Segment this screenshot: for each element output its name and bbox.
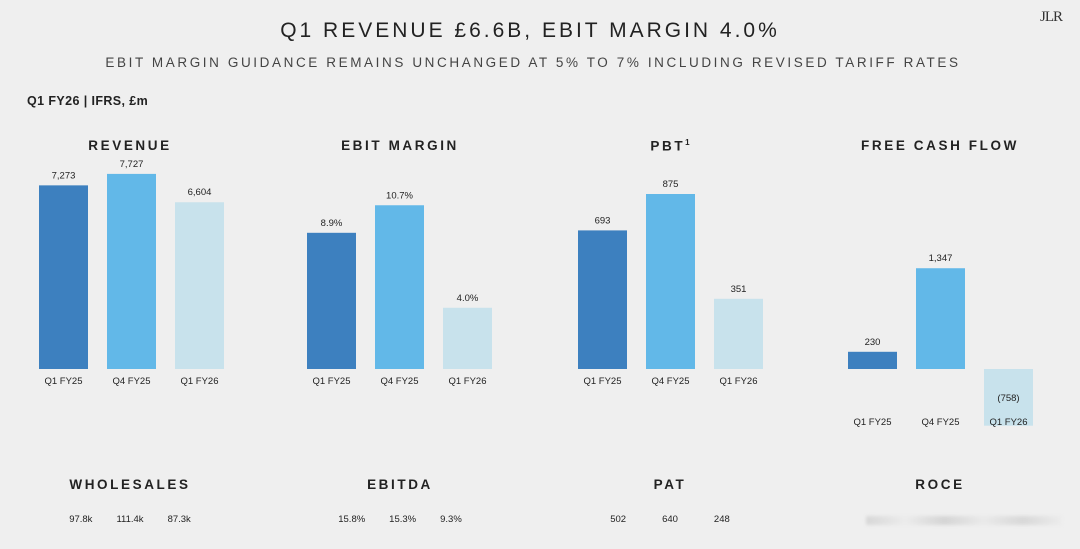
ebitda-values: 15.8% 15.3% 9.3% [300, 514, 500, 525]
revenue-data-label-q4-fy25: 7,727 [120, 159, 144, 170]
pbt-bar-q1-fy25 [578, 230, 627, 369]
pat-title: PAT [653, 477, 687, 492]
wholesales-title: WHOLESALES [69, 477, 191, 492]
free-cash-flow-category-label-q1-fy25: Q1 FY25 [853, 417, 891, 428]
ebit-margin-bar-q4-fy25 [375, 205, 424, 369]
ebit-margin-category-label-q1-fy26: Q1 FY26 [448, 376, 486, 387]
units-label: Q1 FY26 | IFRS, £m [27, 94, 149, 108]
pat-q1-fy26: 248 [713, 514, 730, 525]
free-cash-flow-bar-q1-fy25 [848, 351, 897, 369]
pbt-category-label-q1-fy25: Q1 FY25 [583, 376, 621, 387]
pbt-category-label-q1-fy26: Q1 FY26 [719, 376, 757, 387]
pbt-data-label-q1-fy25: 693 [595, 215, 611, 226]
free-cash-flow-bar-q1-fy26 [984, 369, 1033, 426]
revenue-category-label-q1-fy25: Q1 FY25 [44, 376, 82, 387]
wholesales-q4-fy25: 111.4k [116, 514, 144, 525]
ebitda-q1-fy25: 15.8% [338, 514, 366, 525]
pat-q4-fy25: 640 [662, 514, 678, 525]
pbt-bar-q4-fy25 [646, 194, 695, 369]
wholesales-q1-fy26: 87.3k [167, 514, 191, 525]
pat-q1-fy25: 502 [610, 514, 627, 525]
revenue-data-label-q1-fy26: 6,604 [188, 187, 212, 198]
ebit-margin-data-label-q4-fy25: 10.7% [386, 190, 413, 201]
pbt-data-label-q4-fy25: 875 [663, 179, 679, 190]
roce-title: ROCE [915, 477, 965, 492]
free-cash-flow-data-label-q1-fy26: (758) [997, 393, 1019, 404]
revenue-category-label-q1-fy26: Q1 FY26 [180, 376, 218, 387]
revenue-bar-q1-fy25 [39, 185, 88, 369]
revenue-bar-q1-fy26 [175, 202, 224, 369]
ebit-margin-data-label-q1-fy25: 8.9% [321, 218, 343, 229]
roce-values-obscured [866, 516, 1062, 525]
pbt-data-label-q1-fy26: 351 [731, 284, 747, 295]
pbt-bar-q1-fy26 [714, 298, 763, 369]
revenue-data-label-q1-fy25: 7,273 [52, 170, 76, 181]
ebitda-q4-fy25: 15.3% [389, 514, 417, 525]
free-cash-flow-category-label-q4-fy25: Q4 FY25 [921, 417, 959, 428]
wholesales-values: 97.8k 111.4k 87.3k [30, 514, 230, 525]
ebit-margin-category-label-q1-fy25: Q1 FY25 [312, 376, 350, 387]
free-cash-flow-chart-title: FREE CASH FLOW [861, 138, 1019, 153]
ebit-margin-data-label-q1-fy26: 4.0% [457, 293, 479, 304]
ebitda-title: EBITDA [367, 477, 433, 492]
free-cash-flow-bar-q4-fy25 [916, 268, 965, 369]
revenue-category-label-q4-fy25: Q4 FY25 [112, 376, 150, 387]
jlr-logo: JLR [1039, 9, 1063, 25]
ebit-margin-category-label-q4-fy25: Q4 FY25 [380, 376, 418, 387]
ebit-margin-bar-q1-fy25 [307, 232, 356, 369]
wholesales-q1-fy25: 97.8k [69, 514, 93, 525]
ebitda-q1-fy26: 9.3% [440, 514, 462, 525]
revenue-bar-q4-fy25 [107, 173, 156, 369]
ebit-margin-chart-title: EBIT MARGIN [341, 138, 459, 153]
free-cash-flow-data-label-q1-fy25: 230 [865, 337, 881, 348]
revenue-chart-title: REVENUE [88, 138, 172, 153]
page-subtitle: EBIT MARGIN GUIDANCE REMAINS UNCHANGED A… [105, 55, 961, 70]
pat-values: 502 640 248 [570, 514, 770, 525]
free-cash-flow-category-label-q1-fy26: Q1 FY26 [989, 417, 1027, 428]
free-cash-flow-data-label-q4-fy25: 1,347 [929, 253, 953, 264]
page-title: Q1 REVENUE £6.6B, EBIT MARGIN 4.0% [280, 19, 780, 42]
pbt-chart-title: PBT1 [650, 138, 690, 154]
pbt-category-label-q4-fy25: Q4 FY25 [651, 376, 689, 387]
ebit-margin-bar-q1-fy26 [443, 307, 492, 369]
pbt-footnote-marker: 1 [685, 138, 690, 147]
